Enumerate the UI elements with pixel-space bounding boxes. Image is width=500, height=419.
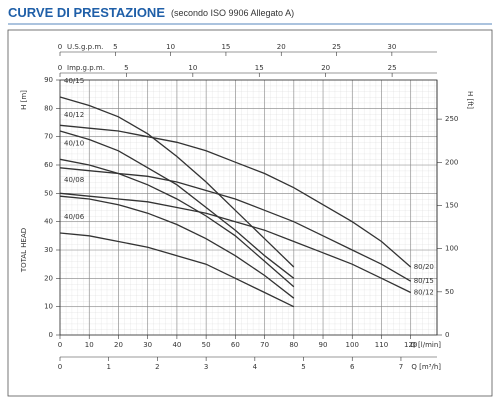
bottom-axis-tick-label: 1 xyxy=(106,363,110,371)
y-tick-label: 80 xyxy=(44,104,53,112)
frame xyxy=(7,29,493,397)
curve-label: 80/15 xyxy=(414,277,434,285)
x-tick-label: 100 xyxy=(346,341,359,349)
curve-label: 80/20 xyxy=(414,263,434,271)
performance-curve xyxy=(59,192,411,294)
y-tick-label: 0 xyxy=(49,331,53,339)
y2-tick-label: 200 xyxy=(445,158,458,166)
top-axis-tick-label: 30 xyxy=(387,43,396,51)
y2-tick-label: 50 xyxy=(445,288,454,296)
y-tick-label: 70 xyxy=(44,133,53,141)
x-tick-label: 0 xyxy=(58,341,62,349)
x-tick-label: 30 xyxy=(143,341,152,349)
top-axis-tick-label: 20 xyxy=(277,43,286,51)
bottom-axis-tick-label: 0 xyxy=(58,363,62,371)
performance-curve xyxy=(59,158,295,288)
x-tick-label: 10 xyxy=(85,341,94,349)
y2-tick-label: 250 xyxy=(445,115,458,123)
y-tick-label: 30 xyxy=(44,246,53,254)
x-tick-label: 50 xyxy=(202,341,211,349)
performance-curve xyxy=(59,130,295,279)
top-axis-tick-label: 25 xyxy=(332,43,341,51)
minor-grid-area xyxy=(60,80,437,335)
y-tick-label: 10 xyxy=(44,303,53,311)
top-axis-tick-label: 15 xyxy=(221,43,230,51)
curve-label: 40/15 xyxy=(64,77,84,85)
top-axis-tick-label: 10 xyxy=(166,43,175,51)
x-tick-label: 20 xyxy=(114,341,123,349)
performance-curve xyxy=(59,167,412,282)
bottom-axis-tick-label: 3 xyxy=(204,363,208,371)
bottom-axis-tick-label: 6 xyxy=(350,363,355,371)
top-axis-tick-label: 5 xyxy=(113,43,117,51)
curve-label: 40/10 xyxy=(64,139,84,147)
y-tick-label: 20 xyxy=(44,274,53,282)
top-axis-tick-label: 5 xyxy=(124,64,128,72)
performance-curve xyxy=(59,96,295,268)
y-tick-label: 90 xyxy=(44,76,53,84)
x-axis-label: Q [l/min] xyxy=(410,341,441,349)
y-axis-label: H [m] xyxy=(20,90,28,110)
performance-curve xyxy=(59,195,295,299)
x-tick-label: 120 xyxy=(404,341,417,349)
bottom-axis-tick-label: 5 xyxy=(301,363,305,371)
curve-label: 40/12 xyxy=(64,111,84,119)
y2-tick-label: 150 xyxy=(445,201,458,209)
x-tick-label: 80 xyxy=(289,341,298,349)
curve-label: 80/12 xyxy=(414,289,434,297)
y-tick-label: 60 xyxy=(44,161,53,169)
bottom-axis-tick-label: 7 xyxy=(399,363,403,371)
x-tick-label: 90 xyxy=(319,341,328,349)
x-tick-label: 40 xyxy=(172,341,181,349)
y-tick-label: 50 xyxy=(44,189,53,197)
x-tick-label: 60 xyxy=(231,341,240,349)
performance-curve xyxy=(59,232,295,308)
top-axis-tick-label: 15 xyxy=(255,64,264,72)
bottom-axis-tick-label: 4 xyxy=(253,363,258,371)
y-tick-label: 40 xyxy=(44,218,53,226)
x-tick-label: 70 xyxy=(260,341,269,349)
chart-title-group: CURVE DI PRESTAZIONE (secondo ISO 9906 Al… xyxy=(8,5,294,20)
bottom-axis-tick-label: 2 xyxy=(155,363,159,371)
chart-title: CURVE DI PRESTAZIONE xyxy=(8,5,165,20)
curve-label: 40/06 xyxy=(64,213,85,221)
top-axis-label: U.S.g.p.m. xyxy=(67,43,103,51)
performance-curve xyxy=(59,124,412,268)
top-axis-tick-label: 25 xyxy=(388,64,397,72)
bottom-axis-label: Q [m³/h] xyxy=(411,363,441,371)
y-axis-side-label: TOTAL HEAD xyxy=(20,228,28,273)
top-axis-tick-label: 0 xyxy=(58,43,62,51)
top-axis-tick-label: 20 xyxy=(321,64,330,72)
y2-tick-label: 0 xyxy=(445,331,449,339)
curve-label: 40/08 xyxy=(64,176,84,184)
y2-axis-label: H [ft] xyxy=(466,91,474,109)
top-axis-tick-label: 0 xyxy=(58,64,62,72)
y2-tick-label: 100 xyxy=(445,245,458,253)
chart-subtitle: (secondo ISO 9906 Allegato A) xyxy=(171,8,294,18)
x-tick-label: 110 xyxy=(375,341,388,349)
top-axis-label: Imp.g.p.m. xyxy=(67,64,105,72)
top-axis-tick-label: 10 xyxy=(188,64,197,72)
